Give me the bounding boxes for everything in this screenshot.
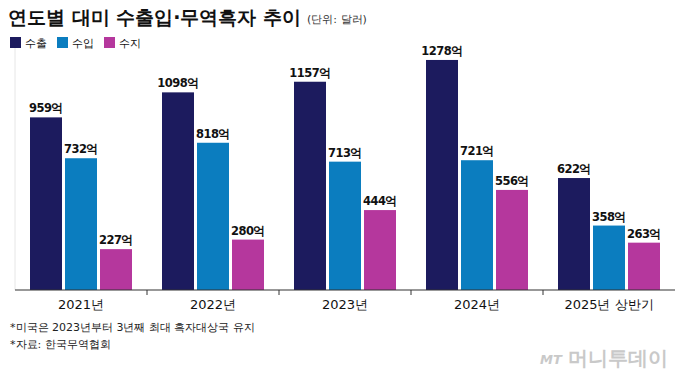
chart-svg: 연도별 대미 수출입·무역흑자 추이 (단위: 달러) 959억 1098억 1157억…: [0, 0, 680, 384]
legend-label: 수입: [72, 37, 94, 50]
bar: [197, 143, 229, 290]
data-label: 818억: [196, 127, 230, 141]
data-labels: 959억 1098억 1157억 1278억 622억 732억 818억 713억 721억 3…: [29, 44, 661, 247]
data-label: 227억: [99, 233, 133, 247]
x-tick-label: 2021년: [58, 297, 104, 312]
legend-label: 수지: [119, 37, 141, 50]
bar: [294, 82, 326, 290]
title: 연도별 대미 수출입·무역흑자 추이: [8, 6, 301, 28]
data-label: 556억: [495, 174, 529, 188]
data-label: 280억: [231, 224, 265, 238]
chart-container: 연도별 대미 수출입·무역흑자 추이 (단위: 달러) 959억 1098억 1157억…: [0, 0, 680, 384]
data-label: 1098억: [157, 76, 199, 90]
bar: [162, 92, 194, 290]
x-axis-line: [15, 289, 675, 290]
data-label: 959억: [29, 101, 63, 115]
bar: [593, 226, 625, 290]
bar: [558, 178, 590, 290]
bars: [30, 60, 660, 290]
x-tick-label: 2024년: [454, 297, 500, 312]
data-label: 732억: [64, 142, 98, 156]
bar: [329, 162, 361, 290]
legend-label: 수출: [25, 37, 47, 50]
legend-swatch: [104, 37, 115, 48]
bar: [496, 190, 528, 290]
bar: [628, 243, 660, 290]
x-tick-label: 2023년: [322, 297, 368, 312]
x-tick-label: 2025년 상반기: [564, 297, 653, 312]
data-label: 721억: [460, 144, 494, 158]
category-separator: [411, 290, 412, 295]
category-separator: [543, 290, 544, 295]
y-axis-line: [15, 38, 16, 290]
background: [0, 0, 680, 384]
category-separator: [279, 290, 280, 295]
bar: [100, 249, 132, 290]
bar: [30, 117, 62, 290]
annotation: *자료: 한국무역협회: [10, 338, 111, 351]
data-label: 358억: [592, 210, 626, 224]
logo-mark: MT: [540, 352, 563, 367]
bar: [461, 160, 493, 290]
legend-swatch: [10, 37, 21, 48]
data-label: 444억: [363, 194, 397, 208]
data-label: 622억: [557, 162, 591, 176]
subtitle: (단위: 달러): [307, 13, 367, 26]
legend-swatch: [57, 37, 68, 48]
bar: [426, 60, 458, 290]
data-label: 713억: [328, 146, 362, 160]
legend: 수출 수입 수지: [10, 37, 141, 50]
bar: [65, 158, 97, 290]
bar: [364, 210, 396, 290]
data-label: 1157억: [289, 66, 331, 80]
x-tick-label: 2022년: [190, 297, 236, 312]
logo-text: 머니투데이: [568, 346, 668, 370]
data-label: 263억: [627, 227, 661, 241]
bar: [232, 240, 264, 290]
annotation: *미국은 2023년부터 3년째 최대 흑자대상국 유지: [10, 321, 255, 334]
category-separator: [147, 290, 148, 295]
data-label: 1278억: [421, 44, 463, 58]
